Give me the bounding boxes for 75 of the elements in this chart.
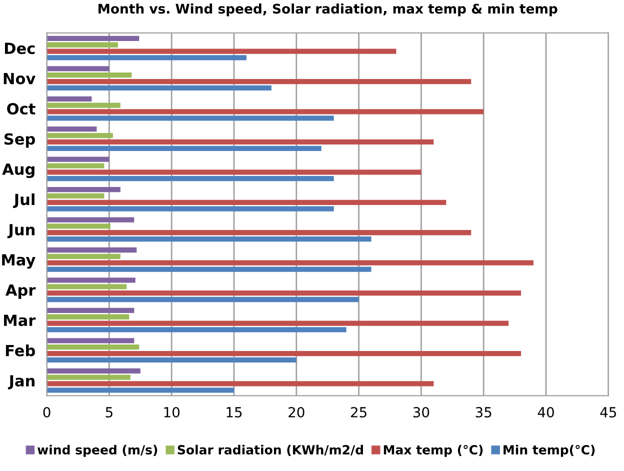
bar: [46, 146, 322, 151]
bar: [46, 186, 120, 192]
bar: [46, 260, 534, 266]
bar: [46, 176, 334, 182]
bar: [46, 72, 132, 78]
x-tick-label: 5: [106, 407, 112, 418]
y-tick-label: Dec: [4, 42, 35, 54]
bar: [46, 388, 234, 393]
chart-title: Month vs. Wind speed, Solar radiation, max temp & min temp: [98, 4, 558, 16]
bar: [46, 55, 246, 60]
bar: [46, 314, 130, 320]
legend-label: Solar radiation (KWh/m2/d: [178, 444, 363, 456]
bar: [46, 368, 140, 374]
bar: [46, 66, 110, 72]
bar: [46, 278, 136, 283]
y-tick-label: Jul: [13, 193, 34, 208]
bar: [46, 374, 130, 380]
y-tick-label: Apr: [5, 284, 36, 299]
bar: [46, 320, 509, 326]
bar: [46, 126, 97, 132]
bar: [46, 381, 434, 386]
bar: [46, 200, 446, 205]
bar: [46, 156, 110, 162]
y-tick-label: Jan: [8, 375, 34, 390]
y-tick-label: Sep: [4, 133, 36, 148]
bar: [46, 109, 484, 114]
x-tick-label: 35: [476, 406, 492, 418]
bar: [46, 308, 134, 314]
bar: [46, 102, 120, 108]
y-tick-label: Nov: [4, 72, 36, 84]
bar: [46, 236, 372, 242]
bar: [46, 350, 522, 356]
bar: [46, 224, 110, 229]
x-tick-label: 25: [350, 406, 366, 418]
bar: [46, 139, 434, 145]
bar: [46, 338, 134, 344]
bar: [46, 344, 140, 350]
bar: [46, 96, 92, 102]
bar: [46, 132, 113, 138]
y-tick-label: Jun: [7, 224, 34, 238]
bar: [46, 266, 372, 272]
bar: [46, 254, 120, 259]
bar: [46, 78, 472, 84]
bar: [46, 247, 137, 253]
bar: [46, 116, 334, 121]
y-tick-label: Aug: [2, 164, 34, 178]
bar: [46, 327, 346, 332]
bar: [46, 193, 104, 199]
bar: [46, 290, 522, 296]
bar: [46, 206, 334, 212]
bar: [46, 163, 104, 168]
x-tick-label: 15: [226, 407, 242, 418]
bar: [46, 296, 359, 302]
bar: [46, 217, 134, 222]
x-tick-label: 0: [43, 406, 50, 418]
y-tick-label: Oct: [7, 102, 36, 115]
x-tick-label: 45: [600, 407, 616, 418]
x-tick-label: 30: [413, 406, 430, 418]
bar: [46, 36, 140, 42]
y-tick-label: Mar: [4, 314, 36, 326]
legend-label: Min temp(°C): [504, 444, 595, 457]
y-tick-label: May: [2, 254, 36, 269]
bar: [46, 42, 118, 48]
x-tick-label: 20: [288, 406, 304, 418]
bar: [46, 48, 396, 54]
y-tick-label: Feb: [6, 344, 36, 356]
legend-label: wind speed (m/s): [38, 444, 158, 457]
x-tick-label: 10: [164, 406, 180, 418]
bar: [46, 357, 296, 363]
bar: [46, 230, 472, 236]
bar: [46, 85, 272, 91]
x-tick-label: 40: [538, 406, 554, 418]
bar: [46, 170, 422, 175]
legend-label: Max temp (°C): [384, 444, 483, 457]
bar: [46, 284, 127, 290]
